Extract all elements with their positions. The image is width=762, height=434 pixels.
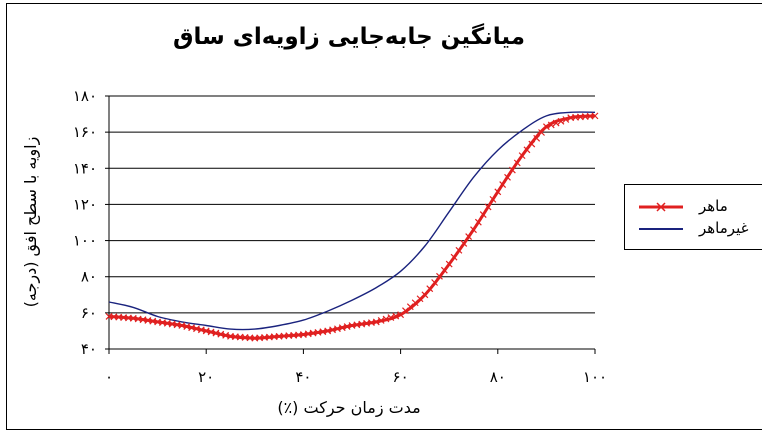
- x-tick-label-1: ۲۰: [198, 368, 214, 386]
- series-0-marker-58: [387, 314, 395, 321]
- y-tick-label-1: ۶۰: [81, 304, 97, 322]
- series-0-marker-86: [523, 146, 531, 154]
- series-0-marker-94: [562, 116, 570, 123]
- series-0-marker-77: [479, 211, 487, 218]
- series-line-1: [108, 111, 596, 331]
- legend-entry-skilled: ماهر: [637, 197, 762, 217]
- series-0-marker-80: [494, 188, 502, 196]
- series-0-marker-69: [440, 266, 448, 274]
- series-line-0: [108, 114, 596, 340]
- series-0-marker-61: [402, 307, 409, 315]
- series-0-marker-84: [513, 159, 521, 167]
- series-0-marker-65: [421, 291, 429, 299]
- legend-label-skilled: ماهر: [699, 197, 728, 215]
- series-0-marker-79: [489, 195, 497, 203]
- series-0-marker-72: [455, 246, 463, 254]
- y-tick-label-7: ۱۸۰: [73, 87, 97, 105]
- series-0-marker-68: [436, 272, 443, 280]
- series-0-marker-76: [474, 218, 482, 226]
- series-0-marker-64: [416, 295, 424, 303]
- series-0-marker-74: [465, 233, 473, 241]
- series-0-marker-75: [470, 226, 477, 234]
- y-tick-label-0: ۴۰: [81, 340, 97, 358]
- series-0-marker-57: [382, 315, 390, 323]
- x-tick-label-4: ۸۰: [490, 368, 506, 386]
- series-0-marker-73: [460, 240, 468, 247]
- series-0-marker-70: [445, 260, 453, 268]
- series-0-marker-55: [372, 318, 380, 326]
- series-0-marker-88: [533, 134, 541, 142]
- series-0-marker-89: [538, 129, 545, 136]
- y-tick-label-6: ۱۶۰: [73, 123, 97, 141]
- x-tick-label-0: ۰: [105, 368, 113, 386]
- legend-label-unskilled: غیرماهر: [699, 219, 749, 237]
- x-tick-label-5: ۱۰۰: [583, 368, 607, 386]
- series-0-marker-63: [411, 299, 419, 307]
- series-0-marker-93: [557, 117, 565, 125]
- series-0-marker-56: [377, 317, 385, 324]
- series-0-marker-91: [547, 121, 555, 129]
- x-axis-title: مدت زمان حرکت (٪): [277, 398, 421, 417]
- series-0-marker-85: [518, 152, 526, 160]
- y-axis-title: زاویه با سطح افق (درجه): [21, 136, 40, 308]
- legend-swatch-unskilled: [639, 228, 683, 230]
- series-0-marker-78: [484, 203, 492, 211]
- series-0-marker-71: [450, 253, 458, 261]
- y-tick-label-2: ۸۰: [81, 268, 97, 286]
- series-0-marker-66: [426, 285, 434, 293]
- series-0-marker-59: [392, 312, 400, 320]
- legend: ماهر غیرماهر: [624, 184, 762, 250]
- chart-frame: [6, 3, 762, 430]
- series-0-marker-82: [504, 173, 511, 181]
- series-0-marker-83: [508, 166, 516, 174]
- chart-title: میانگین جابه‌جایی زاویه‌ای ساق: [172, 24, 526, 50]
- y-tick-label-4: ۱۲۰: [73, 195, 97, 213]
- y-tick-label-5: ۱۴۰: [73, 159, 97, 177]
- legend-entry-unskilled: غیرماهر: [637, 219, 762, 239]
- series-0-marker-67: [431, 279, 439, 286]
- series-0-marker-81: [499, 181, 507, 188]
- x-tick-label-2: ۴۰: [295, 368, 311, 386]
- series-0-marker-62: [406, 303, 414, 311]
- y-tick-label-3: ۱۰۰: [73, 232, 97, 250]
- series-0-marker-87: [528, 140, 536, 148]
- legend-swatch-skilled: [639, 202, 683, 212]
- series-0-marker-90: [542, 123, 550, 131]
- series-0-marker-60: [397, 311, 405, 319]
- series-0-marker-92: [552, 119, 560, 127]
- x-tick-label-3: ۶۰: [393, 368, 409, 386]
- series-0-marker-100: [591, 112, 599, 120]
